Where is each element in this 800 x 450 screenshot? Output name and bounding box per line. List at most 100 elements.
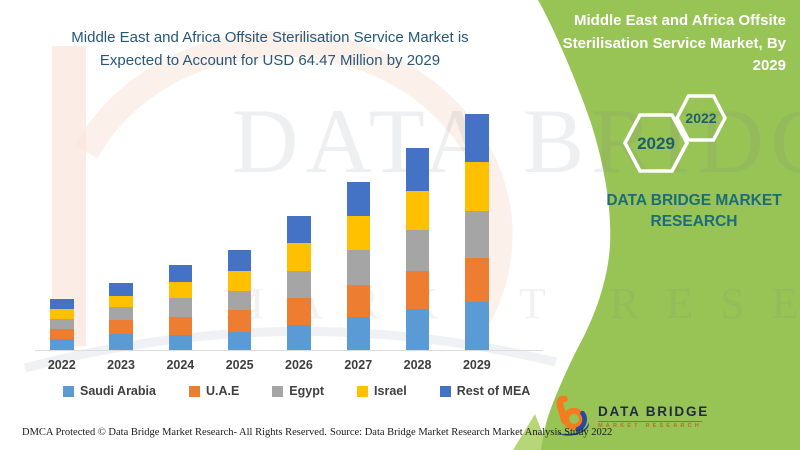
bar-segment-2026-rest-of-mea [287,215,311,244]
bar-segment-2022-rest-of-mea [50,299,74,310]
hexagon-2029: 2029 [623,113,689,173]
bar-segment-2023-israel [109,295,133,308]
bar-segment-2029-israel [465,162,489,211]
bar-segment-2028-u-a-e [405,270,430,309]
legend-label: Saudi Arabia [80,384,156,398]
bar-segment-2026-saudi-arabia [287,324,311,350]
x-axis-label-2027: 2027 [344,358,373,372]
data-bridge-logo-icon [555,395,589,436]
stacked-bar-chart: 2022 2023 2024 2025 2026 2027 2028 2029 [35,100,550,372]
legend-item-u-a-e: U.A.E [188,384,240,398]
logo-subtitle: MARKET RESEARCH [598,423,702,429]
watermark-logo-bowl [74,30,513,325]
bar-segment-2026-u-a-e [287,298,311,325]
bar-segment-2027-israel [346,215,370,251]
watermark-text-line2: MARKET RESEARCH [225,279,800,328]
logo-name: DATA BRIDGE [598,404,710,419]
legend-swatch [188,385,200,397]
legend-label: U.A.E [205,384,240,398]
chart-legend: Saudi Arabia U.A.E Egypt Israel Rest of MEA [63,384,530,398]
legend-label: Israel [374,384,407,398]
bar-2028 [405,147,430,350]
bar-segment-2029-egypt [465,210,489,258]
bar-segment-2028-egypt [405,230,430,271]
x-axis-label-2026: 2026 [285,358,313,372]
bar-segment-2026-israel [287,243,311,271]
legend-swatch [439,385,451,397]
legend-swatch [357,385,369,397]
x-axis-label-2023: 2023 [107,358,135,372]
bar-segment-2025-egypt [227,291,252,310]
bar-segment-2024-rest-of-mea [168,265,193,283]
bar-segment-2023-u-a-e [109,319,133,334]
hexagon-2022: 2022 [675,94,727,142]
x-axis-label-2029: 2029 [462,358,491,372]
bar-segment-2022-saudi-arabia [50,339,74,350]
bar-segment-2025-u-a-e [227,309,252,332]
chart-headline: Middle East and Africa Offsite Sterilisa… [71,29,469,69]
bar-2022 [50,299,74,350]
legend-item-saudi-arabia: Saudi Arabia [63,384,156,398]
side-panel-title: Middle East and Africa Offsite Sterilisa… [562,12,786,74]
green-accent-triangle [513,414,549,450]
legend-swatch [272,385,284,397]
bar-segment-2024-egypt [168,298,193,318]
watermark-swoosh [23,326,558,373]
bar-segment-2028-saudi-arabia [405,309,430,350]
bar-segment-2025-saudi-arabia [227,331,252,350]
bar-segment-2027-rest-of-mea [346,182,370,216]
bar-segment-2023-rest-of-mea [109,283,133,296]
legend-item-rest-of-mea: Rest of MEA [439,384,531,398]
bar-segment-2024-u-a-e [168,317,193,336]
bar-segment-2027-u-a-e [346,285,370,318]
dmca-notice: DMCA Protected © Data Bridge Market Rese… [22,427,327,438]
bar-segment-2028-rest-of-mea [405,147,430,192]
bar-segment-2029-u-a-e [465,257,489,302]
bar-segment-2022-u-a-e [50,329,74,340]
watermark-text-line1: DATA BRIDGE [232,90,800,192]
bar-segment-2025-israel [227,270,252,292]
x-axis-label-2025: 2025 [225,358,254,372]
legend-swatch [63,385,74,397]
hexagon-2029-label: 2029 [637,134,675,153]
x-axis-label-2028: 2028 [403,358,432,372]
legend-label: Egypt [289,384,325,398]
legend-item-egypt: Egypt [272,384,324,398]
bar-segment-2022-egypt [50,319,74,330]
bar-segment-2028-israel [405,191,430,231]
x-axis-label-2022: 2022 [47,358,76,372]
bar-2023 [109,283,133,350]
logo-text: DATA BRIDGE MARKET RESEARCH [598,404,709,429]
bar-segment-2029-saudi-arabia [465,301,489,350]
bar-segment-2027-egypt [346,250,370,286]
bar-segment-2023-egypt [109,307,133,320]
x-axis-line [35,349,543,351]
bar-segment-2024-saudi-arabia [168,335,193,350]
x-axis-label-2024: 2024 [166,358,195,372]
logo-divider [598,421,702,422]
source-credit: Source: Data Bridge Market Research Mark… [330,427,613,438]
watermark-logo-stem [52,46,86,346]
bar-segment-2025-rest-of-mea [227,250,252,271]
bar-segment-2027-saudi-arabia [346,317,370,350]
bar-2024 [168,265,193,350]
bar-2029 [465,114,489,350]
legend-label: Rest of MEA [456,384,531,398]
green-panel-shape [538,0,800,450]
bar-segment-2026-egypt [287,270,311,299]
bar-segment-2024-israel [168,282,193,299]
bar-segment-2029-rest-of-mea [465,114,489,163]
bar-2027 [346,182,370,350]
hexagon-2022-label: 2022 [685,110,716,126]
brand-wordmark: DATA BRIDGE MARKET RESEARCH [606,192,782,230]
legend-item-israel: Israel [357,384,407,398]
bar-2026 [287,215,311,350]
data-bridge-logo: DATA BRIDGE MARKET RESEARCH [554,395,709,439]
bar-segment-2023-saudi-arabia [109,333,133,350]
bar-2025 [227,250,252,350]
bar-segment-2022-israel [50,309,74,320]
